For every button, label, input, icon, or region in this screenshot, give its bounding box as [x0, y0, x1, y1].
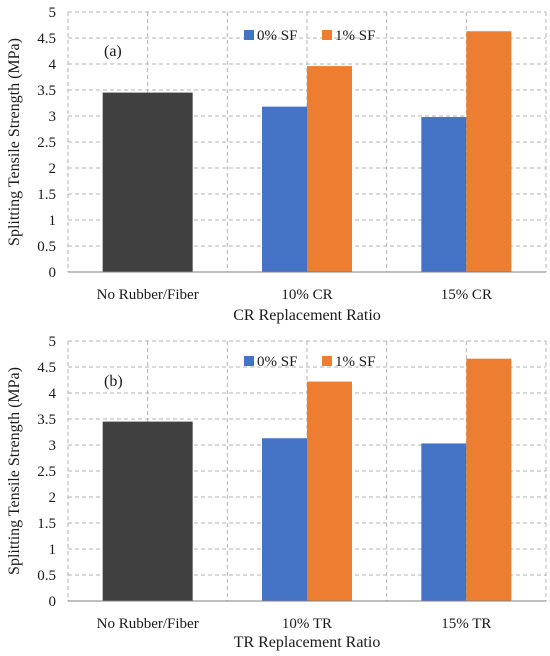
- y-tick-label: 5: [49, 334, 57, 350]
- legend-swatch-0sf-b: [244, 356, 254, 366]
- y-tick-label: 1: [49, 542, 57, 558]
- legend-label-0sf-b: 0% SF: [257, 354, 297, 370]
- x-tick-label: No Rubber/Fiber: [97, 287, 199, 303]
- y-tick-label: 5: [49, 5, 57, 21]
- legend-a: 0% SF 1% SF: [244, 28, 375, 44]
- y-tick-label: 1.5: [37, 187, 56, 203]
- legend-swatch-1sf-b: [322, 356, 332, 366]
- bar-1sf-2: [466, 358, 512, 601]
- bar-0sf-2: [421, 117, 467, 272]
- legend-b: 0% SF 1% SF: [244, 354, 375, 370]
- bar-1sf-2: [466, 31, 512, 272]
- x-axis-title-a: CR Replacement Ratio: [233, 307, 381, 324]
- y-tick-label: 3: [49, 109, 57, 125]
- y-tick-label: 4: [49, 57, 57, 73]
- x-tick-label: 10% CR: [281, 287, 332, 303]
- y-tick-label: 0.5: [37, 239, 56, 255]
- y-tick-label: 3: [49, 438, 57, 454]
- y-axis-title-b: Splitting Tensile Strength (MPa): [6, 367, 23, 575]
- y-tick-label: 2.5: [37, 464, 56, 480]
- y-tick-label: 0: [49, 594, 57, 610]
- x-tick-label: 10% TR: [282, 616, 332, 632]
- y-tick-label: 0: [49, 265, 57, 281]
- legend-label-0sf-a: 0% SF: [257, 28, 297, 44]
- bar-0sf-2: [421, 443, 467, 601]
- panel-label-b: (b): [104, 373, 123, 390]
- y-tick-label: 4.5: [37, 360, 56, 376]
- bar-0sf-1: [262, 438, 307, 601]
- legend-label-1sf-b: 1% SF: [335, 354, 375, 370]
- legend-label-1sf-a: 1% SF: [335, 28, 375, 44]
- y-tick-label: 2: [49, 161, 57, 177]
- y-tick-label: 0.5: [37, 568, 56, 584]
- bar-1sf-1: [307, 381, 352, 601]
- panel-label-a: (a): [104, 43, 122, 60]
- x-tick-label: 15% CR: [441, 287, 492, 303]
- bar-0sf-1: [262, 106, 307, 272]
- x-tick-labels-b: No Rubber/Fiber 10% TR 15% TR: [97, 616, 492, 632]
- y-tick-labels-b: 0 0.5 1 1.5 2 2.5 3 3.5 4 4.5 5: [37, 334, 56, 610]
- y-tick-label: 4.5: [37, 31, 56, 47]
- bar-no-rubber-fiber: [102, 92, 193, 272]
- bar-no-rubber-fiber: [102, 421, 193, 601]
- chart-panel-a: 0 0.5 1 1.5 2 2.5 3 3.5 4 4.5 5 No Rubber/Fiber 10%…: [6, 5, 547, 324]
- y-tick-label: 1: [49, 213, 57, 229]
- legend-swatch-0sf-a: [244, 30, 254, 40]
- x-tick-labels-a: No Rubber/Fiber 10% CR 15% CR: [97, 287, 492, 303]
- bars-b: [102, 358, 512, 601]
- y-tick-label: 3.5: [37, 412, 56, 428]
- y-tick-label: 4: [49, 386, 57, 402]
- y-tick-label: 2.5: [37, 135, 56, 151]
- chart-panel-b: 0 0.5 1 1.5 2 2.5 3 3.5 4 4.5 5 No Rubber/Fiber 10%…: [6, 334, 547, 651]
- x-tick-label: 15% TR: [441, 616, 491, 632]
- y-tick-labels-a: 0 0.5 1 1.5 2 2.5 3 3.5 4 4.5 5: [37, 5, 56, 281]
- y-tick-label: 1.5: [37, 516, 56, 532]
- bars-a: [102, 31, 512, 272]
- legend-swatch-1sf-a: [322, 30, 332, 40]
- x-tick-label: No Rubber/Fiber: [97, 616, 199, 632]
- x-axis-title-b: TR Replacement Ratio: [234, 634, 381, 651]
- y-axis-title-a: Splitting Tensile Strength (MPa): [6, 38, 23, 246]
- y-tick-label: 2: [49, 490, 57, 506]
- bar-1sf-1: [307, 66, 352, 272]
- y-tick-label: 3.5: [37, 83, 56, 99]
